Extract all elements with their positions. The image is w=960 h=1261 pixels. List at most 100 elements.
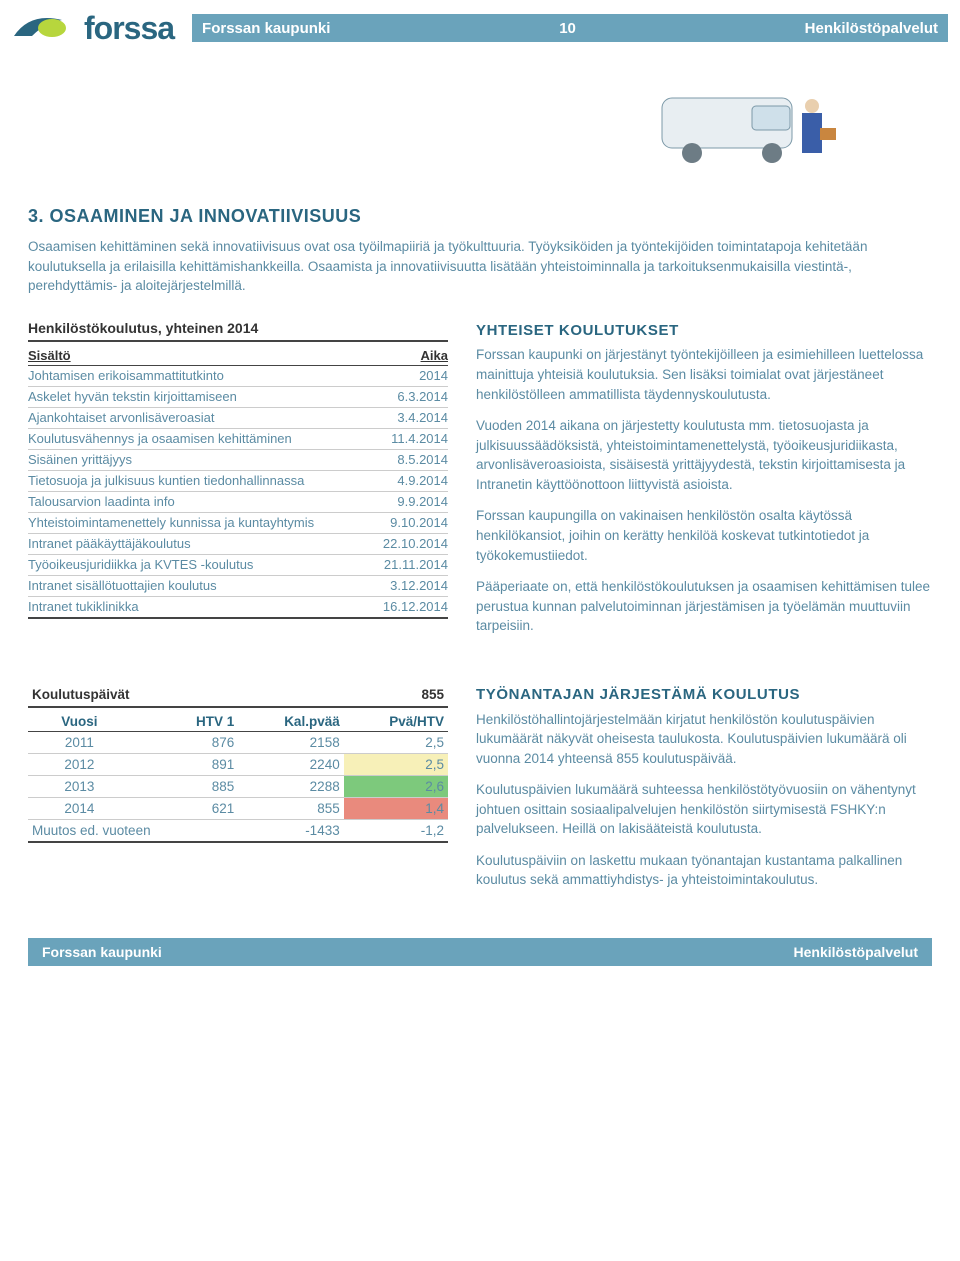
table-row: Tietosuoja ja julkisuus kuntien tiedonha… [28, 470, 448, 491]
training-row-label: Askelet hyvän tekstin kirjoittamiseen [28, 386, 359, 407]
days-cell: 1,4 [344, 797, 448, 819]
training-row-label: Intranet pääkäyttäjäkoulutus [28, 533, 359, 554]
table-row: Intranet sisällötuottajien koulutus3.12.… [28, 575, 448, 596]
training-row-label: Ajankohtaiset arvonlisäveroasiat [28, 407, 359, 428]
joint-trainings-title: YHTEISET KOULUTUKSET [476, 320, 932, 342]
table-row: Intranet pääkäyttäjäkoulutus22.10.2014 [28, 533, 448, 554]
training-row-time: 9.9.2014 [359, 491, 448, 512]
days-cell: 2240 [238, 753, 344, 775]
table-row: 201289122402,5 [28, 753, 448, 775]
days-cell: 2,5 [344, 731, 448, 753]
days-cell: 2014 [28, 797, 131, 819]
training-row-time: 4.9.2014 [359, 470, 448, 491]
training-row-time: 11.4.2014 [359, 428, 448, 449]
table-row: Koulutusvähennys ja osaamisen kehittämin… [28, 428, 448, 449]
days-change-label: Muutos ed. vuoteen [28, 819, 238, 842]
training-row-time: 2014 [359, 365, 448, 386]
training-table: Henkilöstökoulutus, yhteinen 2014 Sisält… [28, 320, 448, 619]
days-table-total: 855 [344, 684, 448, 707]
days-col-kal: Kal.pvää [238, 707, 344, 732]
training-row-label: Työoikeusjuridiikka ja KVTES -koulutus [28, 554, 359, 575]
days-change-kal: -1433 [238, 819, 344, 842]
table-row: Ajankohtaiset arvonlisäveroasiat3.4.2014 [28, 407, 448, 428]
training-row-label: Talousarvion laadinta info [28, 491, 359, 512]
training-row-label: Intranet sisällötuottajien koulutus [28, 575, 359, 596]
table-row: Intranet tukiklinikka16.12.2014 [28, 596, 448, 618]
days-col-year: Vuosi [28, 707, 131, 732]
footer-right: Henkilöstöpalvelut [794, 944, 918, 960]
employer-training-p1: Henkilöstöhallintojärjestelmään kirjatut… [476, 710, 932, 769]
days-cell: 876 [131, 731, 238, 753]
days-cell: 885 [131, 775, 238, 797]
footer-left: Forssan kaupunki [42, 944, 162, 960]
training-row-label: Sisäinen yrittäjyys [28, 449, 359, 470]
section-title: 3. OSAAMINEN JA INNOVATIIVISUUS [28, 206, 932, 227]
training-row-label: Yhteistoimintamenettely kunnissa ja kunt… [28, 512, 359, 533]
days-cell: 2,6 [344, 775, 448, 797]
training-row-time: 6.3.2014 [359, 386, 448, 407]
joint-trainings-p3: Forssan kaupungilla on vakinaisen henkil… [476, 506, 932, 565]
employer-training-p3: Koulutuspäiviin on laskettu mukaan työna… [476, 851, 932, 890]
training-row-time: 9.10.2014 [359, 512, 448, 533]
days-cell: 2158 [238, 731, 344, 753]
table-row: Johtamisen erikoisammattitutkinto2014 [28, 365, 448, 386]
days-change-pva: -1,2 [344, 819, 448, 842]
header-left: Forssan kaupunki [202, 20, 330, 37]
employer-training-title: TYÖNANTAJAN JÄRJESTÄMÄ KOULUTUS [476, 684, 932, 706]
days-table: Koulutuspäivät 855 Vuosi HTV 1 Kal.pvää … [28, 684, 448, 843]
training-row-label: Tietosuoja ja julkisuus kuntien tiedonha… [28, 470, 359, 491]
joint-trainings-p1: Forssan kaupunki on järjestänyt työnteki… [476, 345, 932, 404]
joint-trainings-p4: Pääperiaate on, että henkilöstökoulutuks… [476, 577, 932, 636]
employer-training-p2: Koulutuspäivien lukumäärä suhteessa henk… [476, 780, 932, 839]
training-row-label: Johtamisen erikoisammattitutkinto [28, 365, 359, 386]
row-1: Henkilöstökoulutus, yhteinen 2014 Sisält… [28, 320, 932, 648]
brand-text: forssa [84, 10, 174, 47]
header-bar: Forssan kaupunki 10 Henkilöstöpalvelut [192, 14, 948, 42]
table-row: Talousarvion laadinta info9.9.2014 [28, 491, 448, 512]
training-row-time: 16.12.2014 [359, 596, 448, 618]
page-footer: Forssan kaupunki Henkilöstöpalvelut [28, 938, 932, 966]
training-col-content: Sisältö [28, 342, 359, 366]
section-intro: Osaamisen kehittäminen sekä innovatiivis… [28, 237, 932, 296]
days-cell: 2012 [28, 753, 131, 775]
page-body: 3. OSAAMINEN JA INNOVATIIVISUUS Osaamise… [0, 56, 960, 990]
table-row: 201388522882,6 [28, 775, 448, 797]
table-row: 201187621582,5 [28, 731, 448, 753]
training-table-title: Henkilöstökoulutus, yhteinen 2014 [28, 320, 448, 342]
table-row: Sisäinen yrittäjyys8.5.2014 [28, 449, 448, 470]
days-table-wrap: Koulutuspäivät 855 Vuosi HTV 1 Kal.pvää … [28, 684, 448, 902]
joint-trainings-text: YHTEISET KOULUTUKSET Forssan kaupunki on… [476, 320, 932, 648]
days-col-htv1: HTV 1 [131, 707, 238, 732]
hero-illustration [28, 68, 932, 188]
days-col-pva: Pvä/HTV [344, 707, 448, 732]
employer-training-text: TYÖNANTAJAN JÄRJESTÄMÄ KOULUTUS Henkilös… [476, 684, 932, 902]
days-cell: 2288 [238, 775, 344, 797]
logo-icon [12, 6, 76, 50]
days-cell: 621 [131, 797, 238, 819]
training-row-time: 3.4.2014 [359, 407, 448, 428]
training-row-time: 21.11.2014 [359, 554, 448, 575]
row-2: Koulutuspäivät 855 Vuosi HTV 1 Kal.pvää … [28, 684, 932, 902]
header-right: Henkilöstöpalvelut [805, 20, 938, 37]
days-cell: 2011 [28, 731, 131, 753]
training-col-time: Aika [359, 342, 448, 366]
days-cell: 2013 [28, 775, 131, 797]
days-cell: 2,5 [344, 753, 448, 775]
training-row-time: 22.10.2014 [359, 533, 448, 554]
table-row: 20146218551,4 [28, 797, 448, 819]
days-cell: 891 [131, 753, 238, 775]
header-page-number: 10 [330, 20, 804, 37]
days-cell: 855 [238, 797, 344, 819]
training-row-label: Intranet tukiklinikka [28, 596, 359, 618]
joint-trainings-p2: Vuoden 2014 aikana on järjestetty koulut… [476, 416, 932, 494]
training-row-time: 3.12.2014 [359, 575, 448, 596]
table-row: Työoikeusjuridiikka ja KVTES -koulutus21… [28, 554, 448, 575]
table-row: Yhteistoimintamenettely kunnissa ja kunt… [28, 512, 448, 533]
van-illustration-icon [652, 58, 872, 188]
table-row: Askelet hyvän tekstin kirjoittamiseen6.3… [28, 386, 448, 407]
training-row-label: Koulutusvähennys ja osaamisen kehittämin… [28, 428, 359, 449]
top-bar: forssa Forssan kaupunki 10 Henkilöstöpal… [0, 0, 960, 56]
training-row-time: 8.5.2014 [359, 449, 448, 470]
training-table-wrap: Henkilöstökoulutus, yhteinen 2014 Sisält… [28, 320, 448, 648]
days-table-title: Koulutuspäivät [28, 684, 344, 707]
